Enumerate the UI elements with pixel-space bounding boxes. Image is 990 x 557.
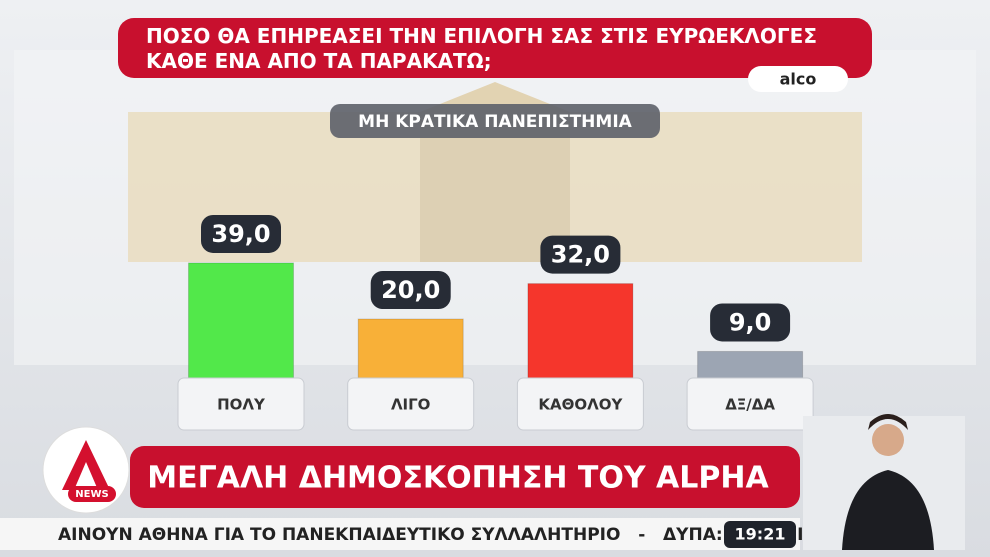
value-label: 39,0 bbox=[211, 220, 270, 248]
source-pill bbox=[748, 66, 848, 92]
value-pill bbox=[540, 235, 621, 274]
category-label: ΚΑΘΟΛΟΥ bbox=[538, 396, 623, 414]
presenter-hair bbox=[868, 414, 908, 430]
subtitle: ΜΗ ΚΡΑΤΙΚΑ ΠΑΝΕΠΙΣΤΗΜΙΑ bbox=[358, 112, 632, 132]
bar bbox=[188, 262, 294, 379]
chart-title: ΠΟΣΟ ΘΑ ΕΠΗΡΕΑΣΕΙ ΤΗΝ ΕΠΙΛΟΓΗ ΣΑΣ ΣΤΙΣ Ε… bbox=[146, 24, 817, 73]
time-box bbox=[724, 521, 796, 548]
ticker-bar bbox=[0, 518, 800, 550]
category-label: ΔΞ/ΔΑ bbox=[725, 396, 775, 414]
value-pill bbox=[201, 214, 281, 253]
logo-mark bbox=[62, 440, 110, 490]
category-box bbox=[177, 377, 305, 431]
time: 19:21 bbox=[735, 525, 786, 544]
presenter-head bbox=[872, 424, 904, 456]
category-box bbox=[516, 377, 644, 431]
banner bbox=[130, 446, 800, 508]
ticker: ΑΙΝΟΥΝ ΑΘΗΝΑ ΓΙΑ ΤΟ ΠΑΝΕΚΠΑΙΔΕΥΤΙΚΟ ΣΥΛΛ… bbox=[58, 525, 832, 545]
banner-text: ΜΕΓΑΛΗ ΔΗΜΟΣΚΟΠΗΣΗ ΤΟΥ ALPHA bbox=[147, 461, 769, 496]
subtitle-pill bbox=[330, 104, 660, 138]
value-label: 32,0 bbox=[551, 241, 610, 269]
bar bbox=[357, 318, 464, 379]
category-box bbox=[686, 377, 814, 431]
presenter-body bbox=[842, 470, 934, 550]
bar bbox=[697, 350, 804, 379]
value-pill bbox=[710, 303, 791, 342]
value-label: 20,0 bbox=[381, 276, 440, 304]
title-box bbox=[118, 18, 872, 78]
category-label: ΛΙΓΟ bbox=[391, 396, 431, 414]
source: alco bbox=[780, 70, 817, 89]
bar bbox=[527, 283, 634, 379]
logo-badge bbox=[68, 486, 116, 502]
category-label: ΠΟΛΥ bbox=[217, 396, 266, 414]
category-box bbox=[347, 377, 475, 431]
logo-text: NEWS bbox=[75, 489, 108, 500]
value-label: 9,0 bbox=[729, 308, 772, 336]
value-pill bbox=[370, 271, 451, 309]
